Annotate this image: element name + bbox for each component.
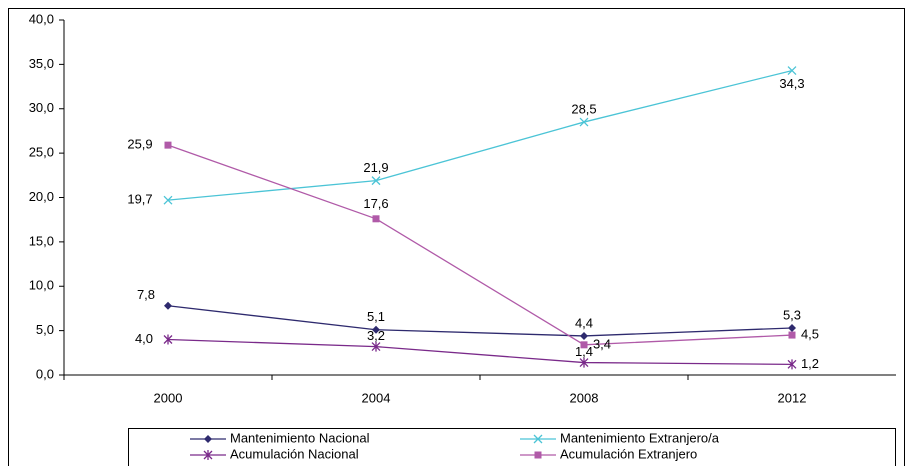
- data-point: [579, 357, 589, 368]
- data-label: 21,9: [363, 160, 388, 175]
- data-point: [163, 334, 173, 345]
- data-point: [788, 331, 796, 339]
- legend-marker: [203, 450, 213, 460]
- y-tick-label: 5,0: [36, 322, 54, 337]
- y-tick-label: 25,0: [29, 145, 54, 160]
- x-tick-label: 2004: [362, 390, 391, 405]
- data-label: 19,7: [127, 192, 152, 207]
- data-point: [372, 325, 380, 334]
- legend-marker: [533, 434, 543, 444]
- data-label: 1,2: [801, 356, 819, 371]
- data-label: 3,2: [367, 328, 385, 343]
- legend-box: [128, 428, 896, 466]
- data-point: [371, 176, 381, 186]
- data-label: 25,9: [127, 137, 152, 152]
- legend-marker: [204, 435, 212, 443]
- data-point: [787, 66, 797, 76]
- y-tick-label: 30,0: [29, 100, 54, 115]
- series-line: [167, 305, 793, 337]
- legend-marker: [534, 451, 542, 459]
- y-tick-label: 40,0: [29, 11, 54, 26]
- data-label: 34,3: [779, 76, 804, 91]
- data-point: [787, 359, 797, 370]
- data-label: 3,4: [593, 336, 611, 351]
- data-point: [372, 215, 380, 223]
- y-tick-label: 20,0: [29, 189, 54, 204]
- y-tick-label: 15,0: [29, 233, 54, 248]
- data-label: 5,1: [367, 309, 385, 324]
- chart-border: [8, 8, 905, 466]
- x-tick-label: 2012: [778, 390, 807, 405]
- data-label: 4,5: [801, 327, 819, 342]
- data-label: 5,3: [783, 307, 801, 322]
- data-point: [371, 341, 381, 352]
- y-tick-label: 0,0: [36, 366, 54, 381]
- series-line: [167, 69, 793, 201]
- data-point: [580, 331, 588, 340]
- data-label: 7,8: [137, 287, 155, 302]
- legend-label: Acumulación Extranjero: [560, 446, 697, 461]
- series-line: [167, 144, 793, 346]
- data-label: 17,6: [363, 196, 388, 211]
- x-tick-label: 2000: [154, 390, 183, 405]
- data-label: 4,4: [575, 315, 593, 330]
- data-point: [579, 117, 589, 127]
- data-label: 1,4: [575, 344, 593, 359]
- data-point: [164, 141, 172, 149]
- data-point: [580, 341, 588, 349]
- data-label: 28,5: [571, 102, 596, 117]
- legend-label: Mantenimiento Nacional: [230, 430, 370, 445]
- data-point: [164, 301, 172, 310]
- series-line: [167, 338, 793, 365]
- data-point: [163, 195, 173, 205]
- legend-label: Mantenimiento Extranjero/a: [560, 430, 720, 445]
- y-tick-label: 35,0: [29, 56, 54, 71]
- data-label: 4,0: [135, 331, 153, 346]
- x-tick-label: 2008: [570, 390, 599, 405]
- y-tick-label: 10,0: [29, 278, 54, 293]
- legend-label: Acumulación Nacional: [230, 446, 359, 461]
- data-point: [788, 323, 796, 332]
